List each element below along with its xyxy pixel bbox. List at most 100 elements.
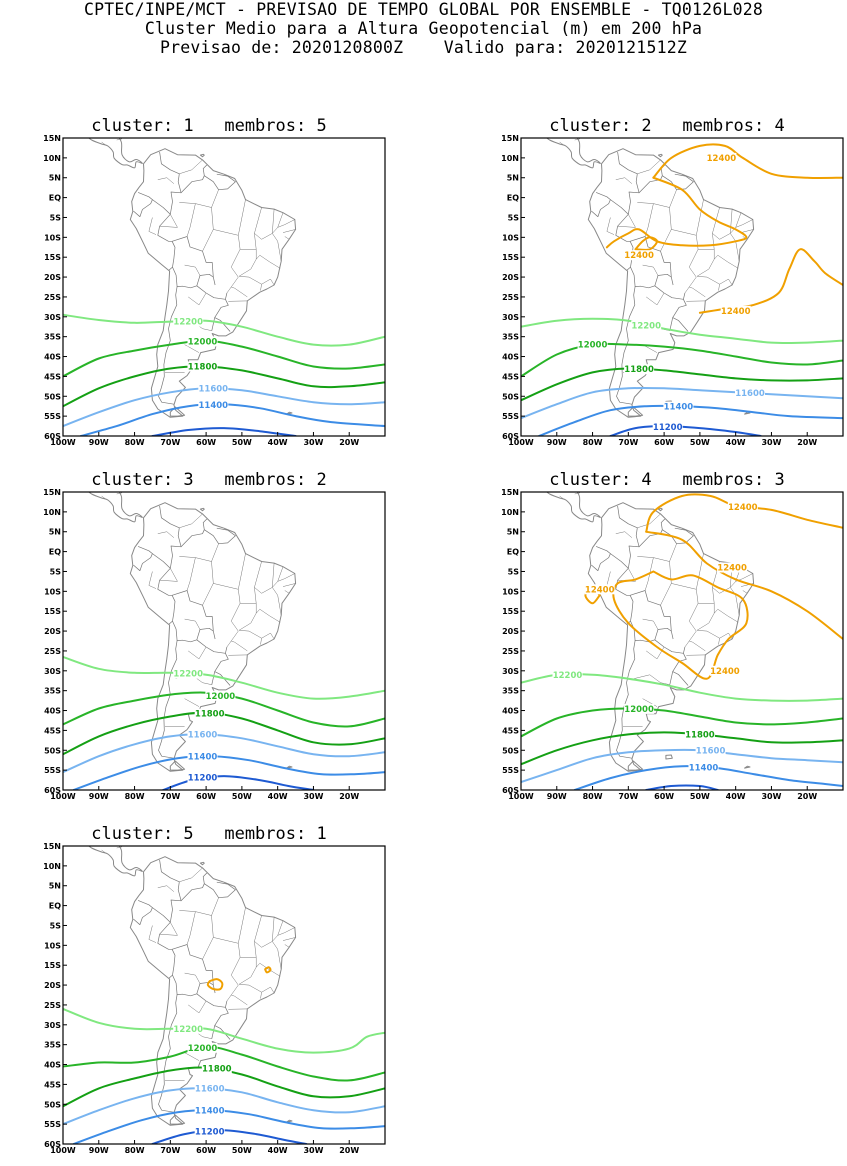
contour-label: 12400	[728, 503, 758, 513]
state-border	[212, 898, 219, 938]
state-border	[637, 202, 669, 207]
lat-tick-label: 10S	[44, 587, 61, 596]
lon-tick-label: 100W	[50, 438, 76, 447]
lat-tick-label: 30S	[44, 313, 61, 322]
lat-tick-label: 35S	[44, 333, 61, 342]
contour-label: 11800	[202, 1065, 232, 1075]
lat-tick-label: EQ	[49, 902, 61, 911]
lon-tick-label: 80W	[583, 792, 603, 801]
lat-tick-label: 10S	[502, 587, 519, 596]
country-border	[212, 318, 215, 331]
island-coastline	[658, 508, 662, 510]
country-border	[172, 237, 215, 286]
contour-label: 12200	[173, 670, 203, 680]
lat-tick-label: 55S	[502, 766, 519, 775]
state-border	[689, 641, 705, 651]
lon-tick-label: 70W	[160, 1146, 180, 1155]
state-border	[256, 963, 280, 976]
lat-tick-label: 25S	[502, 293, 519, 302]
state-border	[254, 562, 261, 588]
map-geography	[63, 113, 296, 417]
lon-tick-label: 40W	[268, 792, 288, 801]
country-border	[592, 192, 611, 216]
country-border	[181, 519, 207, 547]
lat-tick-label: 15N	[43, 134, 61, 143]
state-border	[187, 558, 195, 591]
lat-tick-label: 20S	[502, 627, 519, 636]
contour-11600	[63, 734, 385, 772]
lat-tick-label: 25S	[44, 1001, 61, 1010]
lat-tick-label: 30S	[502, 313, 519, 322]
lat-tick-label: 10N	[501, 154, 519, 163]
lat-tick-label: 15S	[44, 607, 61, 616]
country-border	[212, 672, 215, 685]
contour-11400	[74, 1110, 385, 1144]
country-border	[172, 591, 215, 640]
lon-tick-label: 60W	[196, 438, 216, 447]
island-coastline	[666, 755, 672, 759]
state-border	[285, 591, 289, 594]
contour-11200	[152, 1130, 306, 1144]
state-border	[719, 284, 720, 290]
state-border	[239, 603, 256, 630]
state-border	[231, 287, 247, 297]
lon-tick-label: 50W	[690, 438, 710, 447]
state-border	[670, 190, 677, 230]
lat-tick-label: 15N	[501, 134, 519, 143]
lat-tick-label: 20S	[44, 981, 61, 990]
lat-tick-label: 45S	[502, 726, 519, 735]
lon-tick-label: 100W	[508, 792, 534, 801]
contour-label: 11400	[188, 753, 218, 763]
state-border	[256, 609, 280, 622]
country-border	[134, 900, 153, 924]
country-border	[673, 299, 688, 331]
contour-label: 12000	[206, 692, 236, 702]
lon-tick-label: 70W	[618, 438, 638, 447]
lon-tick-label: 90W	[547, 792, 567, 801]
south-america-coastline	[588, 503, 753, 772]
state-border	[179, 514, 202, 528]
state-border	[238, 908, 256, 958]
state-border	[645, 204, 653, 237]
contour-12400	[636, 237, 658, 250]
contour-label: 12400	[710, 667, 740, 677]
lat-tick-label: 50S	[502, 746, 519, 755]
contour-label: 12000	[578, 341, 608, 351]
contour-label: 12400	[707, 154, 737, 164]
lat-tick-label: 55S	[44, 1120, 61, 1129]
contour-label: 11600	[199, 384, 229, 394]
contour-11400	[74, 756, 385, 790]
country-border	[215, 653, 230, 685]
state-border	[158, 886, 174, 892]
lat-tick-label: 20S	[502, 273, 519, 282]
lat-tick-label: 5S	[50, 921, 62, 930]
country-border	[655, 640, 685, 654]
contour-12400	[208, 979, 223, 990]
state-border	[239, 984, 274, 993]
state-border	[188, 293, 206, 305]
lon-tick-label: 60W	[196, 1146, 216, 1155]
country-border	[160, 152, 182, 214]
island-coastline	[200, 154, 204, 156]
state-border	[254, 916, 261, 942]
state-border	[719, 638, 720, 644]
state-border	[607, 218, 614, 235]
state-border	[227, 603, 240, 647]
state-border	[188, 1001, 206, 1013]
contour-12200	[521, 319, 843, 343]
lon-tick-label: 80W	[125, 1146, 145, 1155]
lat-tick-label: 15N	[43, 488, 61, 497]
state-border	[256, 255, 280, 268]
contour-label: 11800	[624, 365, 654, 375]
lon-tick-label: 30W	[303, 792, 323, 801]
contour-label: 11800	[188, 363, 218, 373]
lat-tick-label: 45S	[44, 1080, 61, 1089]
lat-tick-label: 35S	[44, 687, 61, 696]
contour-label: 12200	[631, 322, 661, 332]
state-border	[730, 209, 732, 233]
state-border	[227, 957, 240, 1001]
state-border	[238, 200, 256, 250]
state-border	[616, 178, 632, 184]
lon-tick-label: 60W	[654, 438, 674, 447]
